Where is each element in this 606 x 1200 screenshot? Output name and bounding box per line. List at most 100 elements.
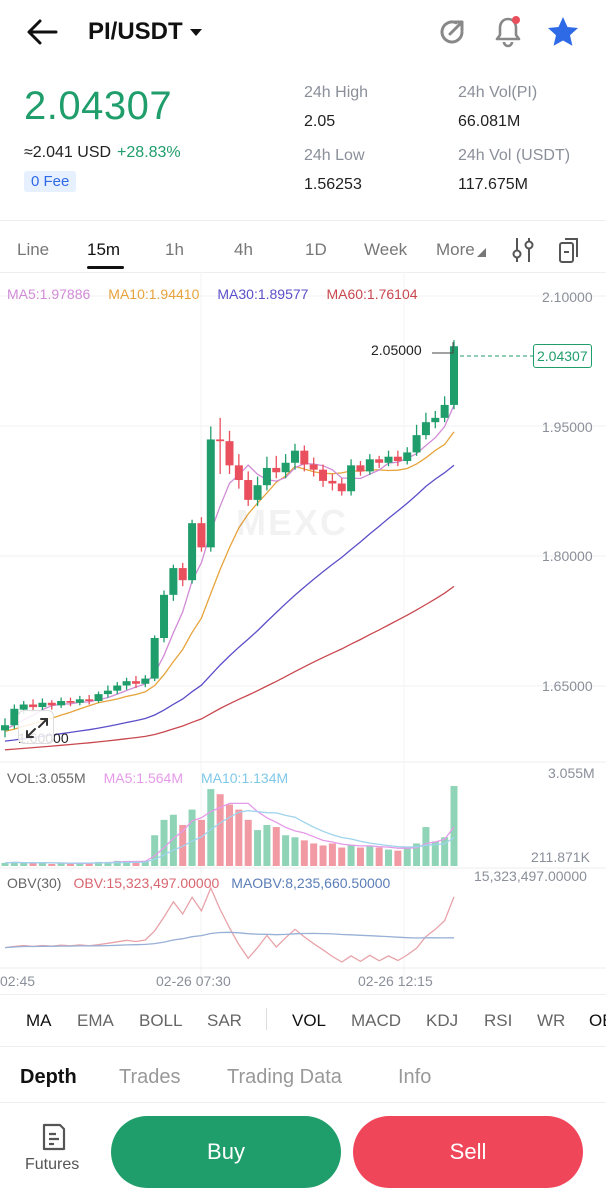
candle-body (19, 704, 28, 710)
indicator-wr[interactable]: WR (537, 1011, 566, 1030)
volume-bar (66, 863, 74, 866)
volume-bar (356, 847, 364, 866)
indicator-separator (266, 1008, 267, 1030)
ma60-line (4, 585, 455, 751)
pair-selector[interactable]: PI/USDT (88, 18, 205, 46)
tab-week[interactable]: Week (364, 240, 408, 259)
fullscreen-button[interactable] (18, 710, 54, 744)
candle-body (300, 450, 309, 465)
price-axis-label: 1.80000 (542, 548, 593, 564)
volume-bar (310, 843, 318, 866)
indicator-rsi[interactable]: RSI (484, 1011, 513, 1030)
ma30-label: MA30:1.89577 (217, 286, 309, 302)
bell-icon (495, 16, 521, 48)
vol-pi-value: 66.081M (458, 113, 521, 130)
vol-ma5-label: MA5:1.564M (103, 770, 183, 786)
volume-bar (300, 840, 308, 866)
time-axis-label: 02:45 (0, 973, 36, 989)
candle-body (244, 480, 253, 500)
indicator-macd[interactable]: MACD (351, 1011, 402, 1030)
favorite-button[interactable] (546, 15, 580, 49)
indicator-boll[interactable]: BOLL (139, 1011, 183, 1030)
tab-line[interactable]: Line (17, 240, 50, 259)
ma30-line (4, 464, 455, 742)
candle-body (393, 456, 402, 462)
volume-bar (338, 847, 346, 866)
tab-1h[interactable]: 1h (165, 240, 184, 259)
candle-body (103, 690, 112, 695)
price-axis-label: 2.10000 (542, 289, 593, 305)
volume-bar (254, 830, 262, 866)
volume-bar (123, 860, 131, 866)
futures-button[interactable]: Futures (20, 1120, 92, 1180)
volume-bar (207, 789, 215, 866)
volume-bar (160, 819, 168, 866)
high-marker-leader (432, 342, 454, 354)
futures-label: Futures (25, 1156, 80, 1173)
expand-icon (26, 718, 48, 738)
candle-body (1, 725, 9, 731)
candle-body (206, 439, 215, 548)
time-axis-label: 02-26 12:15 (358, 973, 433, 989)
tab-more[interactable]: More (436, 240, 486, 260)
vol-usdt-value: 117.675M (458, 176, 528, 193)
tab-trades[interactable]: Trades (119, 1066, 181, 1088)
price-axis-label: 1.95000 (542, 419, 593, 435)
indicator-ma[interactable]: MA (26, 1011, 52, 1030)
candle-body (431, 417, 440, 423)
vol-label: VOL:3.055M (7, 770, 86, 786)
tab-trading-data[interactable]: Trading Data (227, 1066, 342, 1088)
volume-bar (10, 861, 18, 866)
volume-bar (235, 809, 243, 866)
obv-label: OBV(30) (7, 875, 62, 891)
star-icon (548, 17, 578, 46)
candle-body (29, 704, 38, 708)
indicator-kdj[interactable]: KDJ (426, 1011, 459, 1030)
share-button[interactable] (436, 16, 468, 48)
candle-body (75, 699, 84, 703)
tab-4h[interactable]: 4h (234, 240, 253, 259)
volume-bar (328, 843, 336, 866)
candle-body (375, 459, 384, 463)
candle-body (85, 699, 94, 702)
tab-info[interactable]: Info (398, 1066, 432, 1088)
notification-button[interactable] (492, 15, 524, 49)
candle-body (412, 435, 421, 453)
volume-bar (413, 843, 421, 866)
fee-badge[interactable]: 0 Fee (24, 171, 77, 192)
buy-button[interactable]: Buy (111, 1116, 341, 1188)
share-icon (440, 20, 464, 44)
vol-axis-top: 3.055M (548, 765, 595, 781)
divider (0, 1046, 606, 1047)
candle-body (309, 464, 318, 470)
indicator-ema[interactable]: EMA (77, 1011, 114, 1030)
layout-button[interactable] (556, 236, 582, 264)
candle-body (66, 701, 75, 703)
indicator-sar[interactable]: SAR (207, 1011, 242, 1030)
ma60-label: MA60:1.76104 (326, 286, 418, 302)
sliders-icon (512, 238, 534, 262)
candle-body (450, 346, 458, 405)
sell-button[interactable]: Sell (353, 1116, 583, 1188)
watermark-logo: MEXC (236, 502, 349, 543)
high-value: 2.05 (304, 113, 336, 130)
volume-bar (151, 835, 159, 866)
candle-body (234, 465, 243, 481)
tab-1d[interactable]: 1D (305, 240, 327, 259)
back-button[interactable] (24, 16, 60, 48)
candlestick-chart[interactable] (0, 272, 606, 992)
tab-15m[interactable]: 15m (87, 240, 121, 259)
candle-body (337, 483, 346, 492)
pair-title: PI/USDT (88, 18, 183, 45)
divider (0, 272, 606, 273)
volume-bar (1, 862, 9, 866)
indicator-settings-button[interactable] (510, 236, 536, 264)
usd-value: ≈2.041 USD (24, 144, 112, 161)
active-tab-underline (87, 266, 124, 269)
indicator-vol[interactable]: VOL (292, 1011, 327, 1030)
divider (0, 994, 606, 995)
indicator-obv[interactable]: OBV (589, 1011, 606, 1030)
candle-body (47, 702, 56, 706)
candle-body (150, 638, 159, 679)
tab-depth[interactable]: Depth (20, 1066, 77, 1088)
